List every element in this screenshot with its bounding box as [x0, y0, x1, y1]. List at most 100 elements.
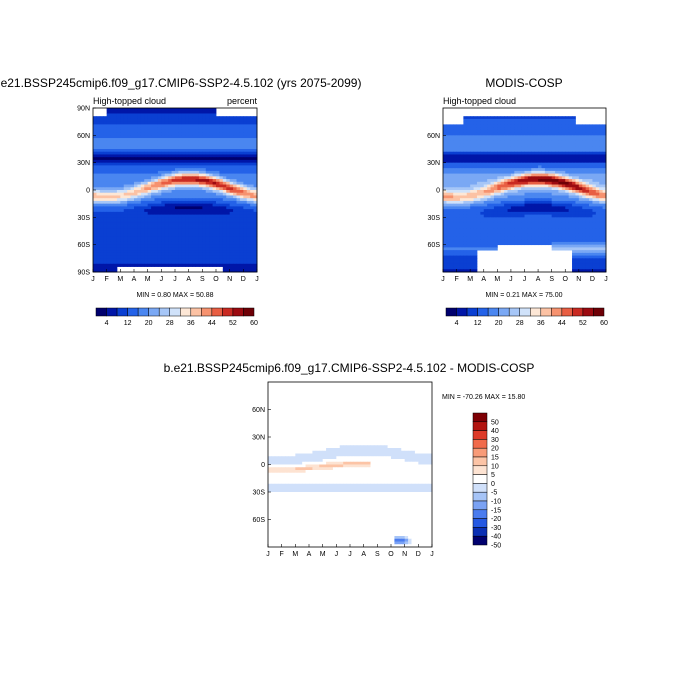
field-cell: [470, 190, 474, 194]
field-cell: [140, 209, 145, 213]
field-cell: [96, 179, 101, 183]
field-cell: [233, 247, 237, 251]
field-cell: [192, 195, 196, 199]
field-cell: [463, 184, 468, 188]
field-cell: [585, 162, 590, 166]
field-cell: [175, 138, 179, 142]
field-cell: [459, 173, 464, 177]
field-cell: [140, 127, 145, 131]
field-cell: [161, 255, 166, 259]
field-cell: [521, 116, 525, 120]
field-cell: [110, 154, 114, 158]
field-cell: [93, 154, 97, 158]
field-cell: [239, 187, 244, 191]
field-cell: [504, 121, 508, 125]
field-cell: [181, 184, 186, 188]
field-cell: [219, 184, 224, 188]
field-cell: [490, 195, 495, 199]
field-cell: [466, 228, 471, 232]
field-cell: [578, 209, 583, 213]
field-cell: [103, 192, 108, 196]
field-cell: [558, 140, 563, 144]
field-cell: [504, 159, 508, 164]
field-cell: [127, 231, 131, 235]
field-cell: [103, 263, 108, 267]
field-cell: [246, 159, 251, 164]
field-cell: [490, 129, 495, 133]
field-cell: [504, 192, 508, 196]
field-cell: [599, 146, 604, 150]
field-cell: [226, 132, 231, 136]
field-cell: [198, 239, 203, 243]
field-cell: [147, 116, 152, 120]
field-cell: [175, 149, 179, 153]
field-cell: [205, 263, 210, 267]
field-cell: [113, 184, 118, 188]
field-cell: [222, 135, 227, 139]
field-cell: [202, 255, 207, 259]
field-cell: [575, 162, 580, 166]
field-cell: [110, 140, 114, 144]
field-cell: [493, 192, 498, 196]
field-cell: [504, 124, 508, 128]
field-cell: [93, 239, 97, 243]
field-cell: [219, 127, 224, 131]
field-cell: [578, 165, 583, 169]
field-cell: [497, 168, 502, 172]
field-cell: [96, 239, 101, 243]
field-cell: [551, 184, 556, 188]
field-cell: [490, 159, 495, 164]
field-cell: [188, 124, 193, 128]
field-cell: [147, 209, 152, 213]
field-cell: [470, 170, 474, 174]
field-cell: [500, 124, 505, 128]
field-cell: [589, 135, 593, 139]
field-cell: [229, 121, 234, 125]
field-cell: [205, 154, 210, 158]
field-cell: [209, 209, 213, 213]
field-cell: [239, 200, 244, 205]
field-cell: [589, 206, 593, 210]
field-cell: [531, 151, 536, 155]
field-cell: [585, 149, 590, 153]
field-cell: [154, 151, 159, 155]
field-cell: [558, 225, 563, 229]
field-cell: [493, 132, 498, 136]
field-cell: [507, 200, 512, 205]
field-cell: [514, 214, 519, 218]
field-cell: [120, 187, 125, 191]
field-cell: [233, 209, 237, 213]
field-cell: [209, 135, 213, 139]
field-cell: [164, 127, 169, 131]
field-cell: [253, 132, 258, 136]
field-cell: [551, 159, 556, 164]
field-cell: [178, 214, 183, 218]
field-cell: [551, 173, 556, 177]
field-cell: [504, 143, 508, 147]
field-cell: [202, 217, 207, 221]
field-cell: [459, 195, 464, 199]
field-cell: [599, 135, 604, 139]
field-cell: [239, 143, 244, 147]
field-cell: [164, 247, 169, 251]
field-cell: [500, 187, 505, 191]
field-cell: [110, 228, 114, 232]
field-cell: [140, 159, 145, 164]
field-cell: [222, 192, 227, 196]
field-cell: [130, 211, 135, 215]
field-cell: [470, 179, 474, 183]
field-cell: [555, 231, 559, 235]
field-cell: [168, 195, 172, 199]
field-cell: [246, 214, 251, 218]
field-cell: [168, 140, 172, 144]
field-cell: [504, 214, 508, 218]
field-cell: [589, 203, 593, 207]
field-cell: [140, 252, 145, 256]
field-cell: [222, 206, 227, 210]
field-cell: [497, 211, 502, 215]
field-cell: [188, 162, 193, 166]
field-cell: [233, 165, 237, 169]
field-cell: [209, 146, 213, 150]
field-cell: [151, 244, 155, 248]
field-cell: [157, 217, 162, 221]
